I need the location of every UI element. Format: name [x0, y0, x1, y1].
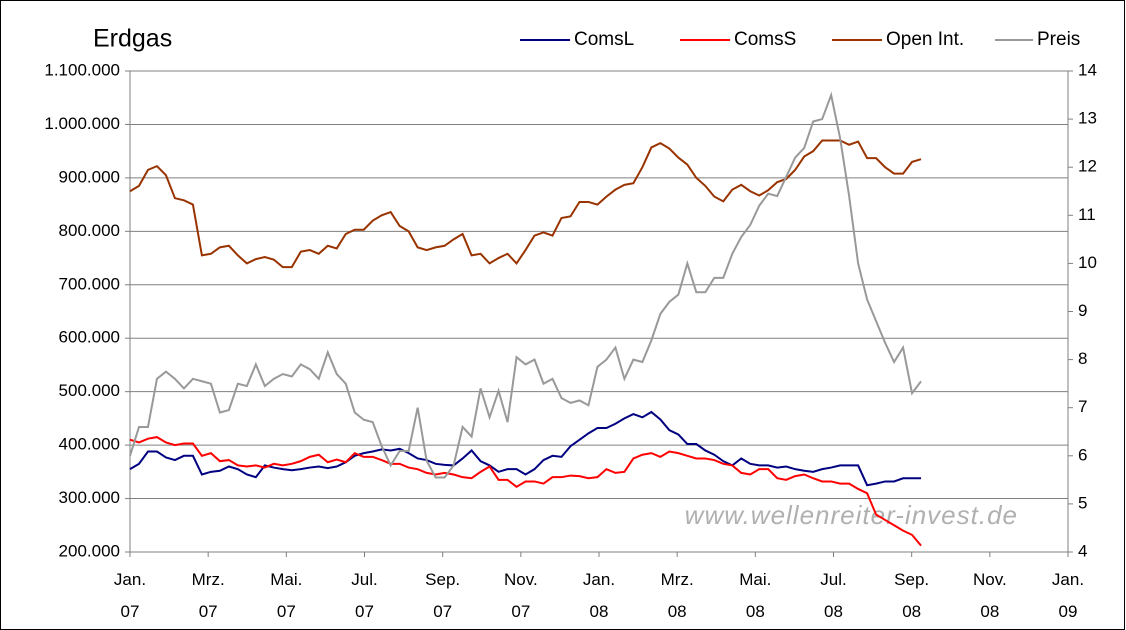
y2-tick-label: 6 [1078, 445, 1087, 464]
y-tick-label: 1.100.000 [44, 60, 120, 79]
x-tick-label: Jul. 07 [351, 570, 378, 621]
x-tick-label: Jan. 08 [582, 570, 616, 621]
chart-title: Erdgas [93, 25, 172, 53]
watermark: www.wellenreiter-invest.de [685, 500, 1018, 530]
x-tick-label: Mrz. 08 [660, 570, 694, 621]
series-line [129, 91, 922, 479]
y-tick-label: 800.000 [59, 221, 120, 240]
y-tick-label: 500.000 [59, 381, 120, 400]
x-tick-label: Sep. 07 [425, 570, 461, 621]
y2-tick-label: 7 [1078, 397, 1087, 416]
y2-tick-label: 5 [1078, 493, 1087, 512]
series-line [129, 410, 922, 487]
y-tick-label: 400.000 [59, 435, 120, 454]
y2-tick-label: 13 [1078, 109, 1097, 128]
y-tick-label: 1.000.000 [44, 114, 120, 133]
y2-tick-label: 14 [1078, 60, 1097, 79]
y2-tick-label: 10 [1078, 253, 1097, 272]
legend-label: ComsS [734, 29, 796, 50]
x-tick-label: Sep. 08 [894, 570, 930, 621]
x-tick-label: Mai. 08 [739, 570, 772, 621]
x-tick-label: Mai. 07 [270, 570, 303, 621]
x-tick-label: Jan. 09 [1051, 570, 1085, 621]
y2-tick-label: 12 [1078, 157, 1097, 176]
y2-tick-label: 8 [1078, 349, 1087, 368]
x-tick-label: Jul. 08 [820, 570, 847, 621]
y-tick-label: 200.000 [59, 541, 120, 560]
y2-tick-label: 9 [1078, 301, 1087, 320]
y-tick-label: 900.000 [59, 167, 120, 186]
x-tick-label: Nov. 08 [972, 570, 1007, 621]
y-tick-label: 700.000 [59, 274, 120, 293]
legend-label: Open Int. [886, 29, 964, 50]
series-line [129, 436, 922, 547]
legend-label: Preis [1037, 29, 1080, 50]
x-tick-label: Mrz. 07 [191, 570, 225, 621]
x-tick-label: Nov. 07 [503, 570, 538, 621]
y-tick-label: 600.000 [59, 328, 120, 347]
y-tick-label: 300.000 [59, 488, 120, 507]
y2-tick-label: 11 [1078, 205, 1096, 224]
legend-label: ComsL [574, 29, 634, 50]
series-line [129, 139, 922, 269]
y2-tick-label: 4 [1078, 541, 1087, 560]
x-tick-label: Jan. 07 [113, 570, 147, 621]
